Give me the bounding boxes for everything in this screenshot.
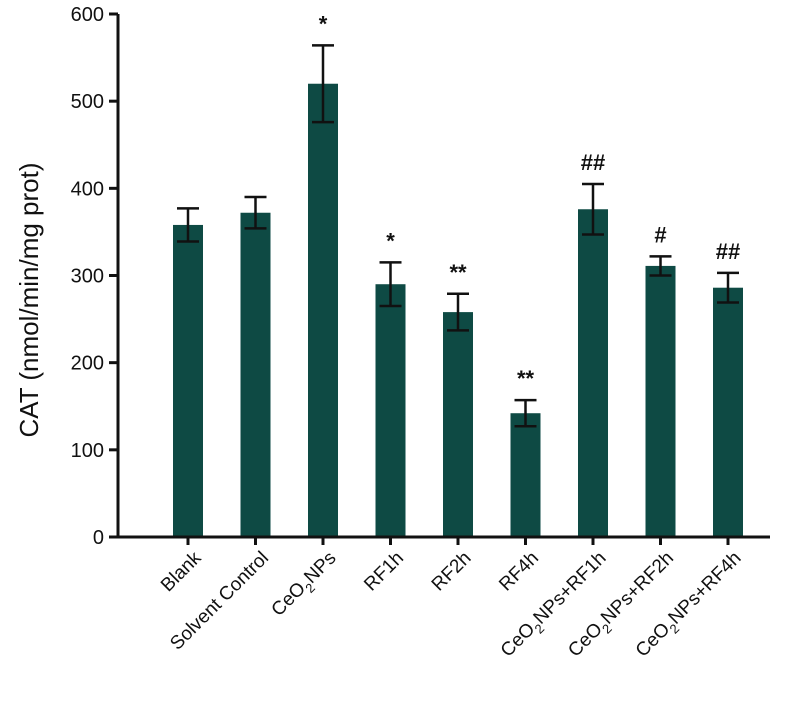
- bar: [713, 287, 743, 537]
- bar: [645, 265, 676, 537]
- y-axis: 0 100 200 300 400 500 600: [71, 4, 120, 549]
- bar: [173, 224, 203, 537]
- y-tick-label: 400: [71, 178, 104, 200]
- y-tick-label: 500: [71, 91, 104, 113]
- bar: [240, 212, 271, 538]
- y-tick-label: 600: [71, 4, 104, 26]
- bars: [173, 83, 743, 538]
- x-tick-label: CeO2NPs: [268, 548, 344, 624]
- y-tick-label: 300: [71, 266, 104, 288]
- bar: [308, 83, 338, 537]
- y-tick-label: 0: [93, 527, 104, 549]
- x-tick-label: RF1h: [360, 548, 408, 596]
- significance-mark: **: [449, 260, 467, 285]
- y-tick-label: 100: [71, 440, 104, 462]
- significance-mark: **: [517, 366, 535, 391]
- x-tick-label: Blank: [157, 547, 206, 596]
- bar: [510, 413, 541, 537]
- significance-mark: *: [319, 11, 328, 36]
- bar: [578, 209, 608, 537]
- y-tick-label: 200: [71, 353, 104, 375]
- significance-mark: #: [654, 222, 666, 247]
- x-tick-label: RF2h: [428, 548, 476, 596]
- significance-mark: ##: [581, 150, 605, 175]
- significance-annotations: ******#####: [319, 11, 741, 391]
- y-axis-label: CAT (nmol/min/mg prot): [14, 163, 44, 438]
- error-bars: [177, 44, 739, 428]
- bar: [443, 312, 473, 537]
- significance-mark: ##: [716, 239, 740, 264]
- x-tick-label: RF4h: [495, 548, 543, 596]
- significance-mark: *: [386, 228, 395, 253]
- bar: [375, 284, 406, 537]
